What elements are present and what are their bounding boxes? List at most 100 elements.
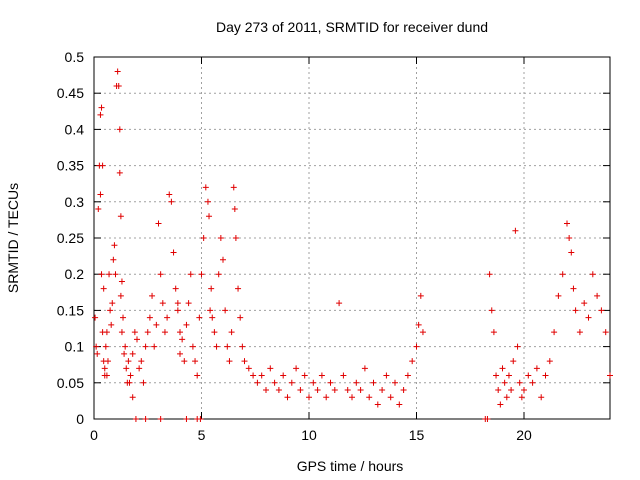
data-point [415, 321, 422, 328]
data-point [168, 198, 175, 205]
y-tick-label: 0.2 [65, 266, 85, 282]
data-point [99, 162, 106, 169]
data-point [293, 365, 300, 372]
data-point [379, 387, 386, 394]
data-point [555, 292, 562, 299]
data-point [237, 314, 244, 321]
data-point [576, 329, 583, 336]
data-point [106, 271, 113, 278]
data-point [129, 394, 136, 401]
data-point [497, 401, 504, 408]
data-point [404, 372, 411, 379]
data-point [155, 220, 162, 227]
data-point [196, 314, 203, 321]
data-point [123, 365, 130, 372]
data-point [174, 307, 181, 314]
data-point [224, 343, 231, 350]
data-point [340, 372, 347, 379]
data-point [125, 358, 132, 365]
y-tick-label: 0.15 [57, 302, 84, 318]
data-point [318, 372, 325, 379]
data-point [607, 372, 613, 379]
data-point [103, 329, 110, 336]
data-point [585, 314, 592, 321]
data-point [228, 329, 235, 336]
data-point [170, 249, 177, 256]
data-point [503, 394, 510, 401]
data-point [121, 350, 128, 357]
data-point [194, 372, 201, 379]
data-point [118, 278, 125, 285]
data-point [129, 350, 136, 357]
data-point [508, 387, 515, 394]
data-point [98, 271, 105, 278]
y-tick-label: 0 [76, 411, 84, 427]
data-point [357, 387, 364, 394]
data-point [493, 372, 500, 379]
data-point [104, 358, 111, 365]
x-tick-label: 15 [409, 427, 425, 443]
data-point [132, 416, 139, 422]
data-point [110, 256, 117, 263]
data-point [370, 379, 377, 386]
data-point [161, 329, 168, 336]
data-point [207, 307, 214, 314]
data-point [95, 206, 102, 213]
axis-ticks [93, 56, 610, 420]
data-point [254, 379, 261, 386]
x-tick-labels: 0 5 10 15 20 [90, 427, 532, 443]
data-point [179, 336, 186, 343]
data-point [336, 300, 343, 307]
data-point [366, 394, 373, 401]
data-point [181, 358, 188, 365]
data-point [288, 379, 295, 386]
data-point [323, 394, 330, 401]
data-point [185, 300, 192, 307]
data-point [117, 292, 124, 299]
data-point [202, 184, 209, 191]
data-point [213, 343, 220, 350]
y-tick-label: 0.45 [57, 85, 84, 101]
data-point [189, 343, 196, 350]
y-tick-label: 0.4 [65, 121, 85, 137]
data-point [93, 343, 100, 350]
data-point [327, 379, 334, 386]
data-point [116, 126, 123, 133]
data-point [400, 387, 407, 394]
data-point [208, 285, 215, 292]
data-point [263, 387, 269, 394]
data-point [516, 379, 523, 386]
data-point [111, 242, 118, 249]
y-tick-labels: 0 0.05 0.1 0.15 0.2 0.25 0.3 0.35 0.4 0.45 0.5 [57, 49, 84, 427]
data-point [198, 271, 205, 278]
data-point [100, 285, 107, 292]
chart-title: Day 273 of 2011, SRMTID for receiver dun… [216, 19, 488, 35]
data-point [157, 416, 164, 422]
data-point [92, 314, 99, 321]
data-point [267, 365, 274, 372]
data-point [117, 213, 124, 220]
data-point [284, 394, 291, 401]
data-point [215, 271, 222, 278]
y-axis-label: SRMTID / TECUs [5, 183, 21, 293]
data-point [122, 343, 129, 350]
data-point [275, 387, 282, 394]
data-point [98, 104, 105, 111]
data-point [200, 235, 207, 241]
data-point [488, 307, 495, 314]
data-point [97, 191, 104, 198]
data-point [529, 379, 536, 386]
data-point [594, 292, 601, 299]
data-point [157, 271, 164, 278]
data-point [310, 379, 317, 386]
data-point [419, 329, 426, 336]
data-point [127, 372, 134, 379]
data-point [142, 343, 149, 350]
data-point [512, 227, 519, 234]
data-point [142, 416, 149, 422]
y-tick-label: 0.05 [57, 375, 84, 391]
data-point [102, 343, 109, 350]
data-point [177, 329, 183, 336]
data-point [220, 256, 226, 263]
